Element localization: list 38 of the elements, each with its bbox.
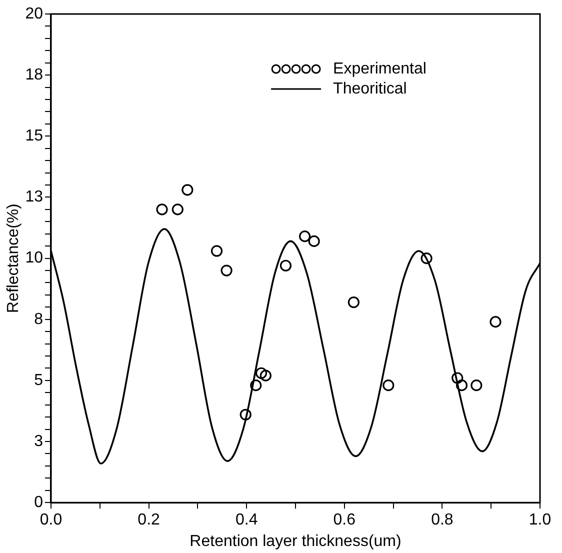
x-tick-label: 0.0 (40, 512, 62, 529)
point (298, 230, 311, 242)
y-tick-label: 8 (34, 310, 44, 328)
point (382, 380, 394, 392)
y-tick-label: 18 (25, 66, 44, 84)
point (260, 370, 272, 382)
x-tick-label: 0.6 (333, 512, 356, 529)
point (470, 380, 482, 392)
point (255, 367, 268, 379)
y-tick-label: 20 (25, 5, 44, 22)
point (280, 260, 292, 272)
y-axis-title: Reflectance(%) (5, 204, 22, 313)
x-tick-label: 0.8 (431, 512, 454, 529)
y-tick-label: 5 (34, 372, 44, 389)
point (156, 204, 168, 216)
x-axis-title: Retention layer thickness(um) (190, 532, 402, 550)
x-tick-label: 0.2 (138, 512, 160, 529)
point (220, 264, 232, 276)
y-tick-label: 10 (25, 250, 44, 267)
y-tick-label: 0 (34, 494, 44, 512)
legend-label: Experimental (333, 60, 426, 78)
x-tick-label: 1.0 (528, 512, 552, 529)
point (420, 252, 432, 264)
x-tick-label: 0.4 (235, 512, 258, 529)
point (210, 245, 223, 257)
point (240, 408, 252, 420)
point (172, 204, 184, 216)
point (490, 316, 502, 328)
point (456, 380, 468, 392)
point (308, 235, 320, 247)
point (182, 184, 194, 196)
y-tick-label: 13 (25, 188, 44, 206)
point (348, 296, 360, 308)
point (452, 372, 464, 384)
y-tick-label: 15 (25, 128, 44, 145)
y-tick-label: 3 (34, 432, 44, 450)
point (250, 380, 262, 392)
legend-label: Theoritical (333, 80, 407, 98)
